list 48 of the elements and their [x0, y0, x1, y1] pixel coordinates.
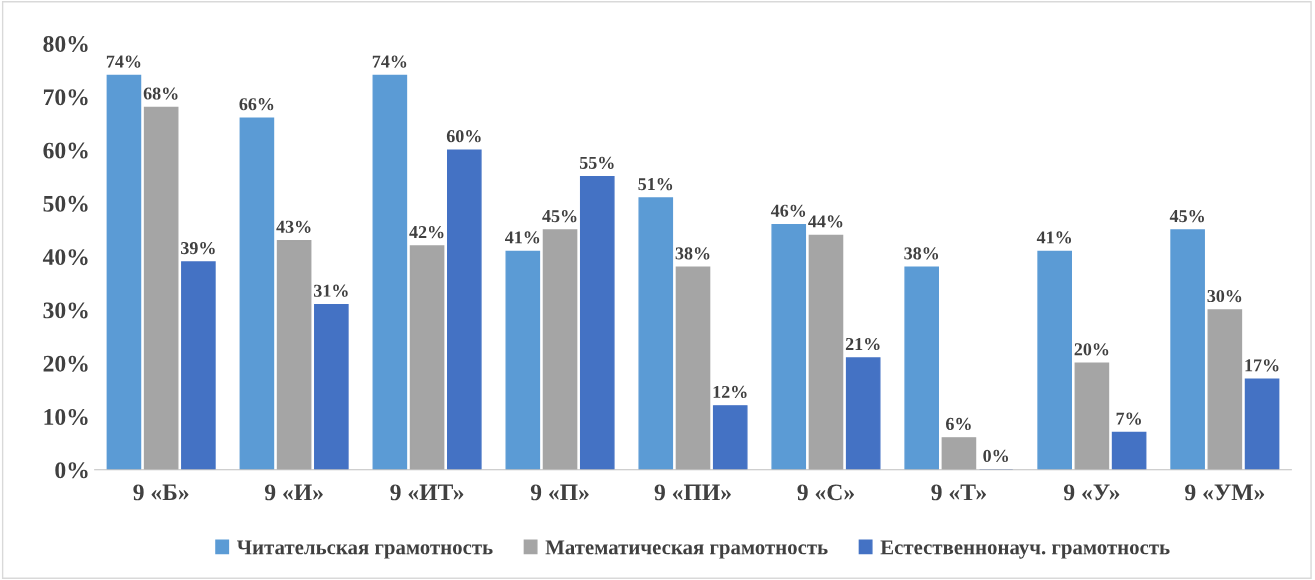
- y-tick-label: 40%: [42, 249, 88, 266]
- data-label: 68%: [143, 87, 178, 100]
- data-label: 31%: [313, 284, 348, 297]
- data-label: 55%: [579, 156, 614, 169]
- legend-label: Естественнонауч. грамотность: [880, 540, 1170, 559]
- data-label: 7%: [1116, 412, 1141, 425]
- data-label: 41%: [1036, 231, 1072, 244]
- x-tick-label: 9 «Т»: [931, 484, 986, 501]
- data-label: 20%: [1074, 343, 1109, 356]
- data-label: 6%: [946, 417, 971, 431]
- x-tick-label: 9 «П»: [530, 484, 589, 501]
- y-tick-label: 20%: [43, 355, 88, 372]
- y-tick-label: 0%: [55, 462, 88, 479]
- x-tick-label: 9 «УМ»: [1185, 484, 1265, 501]
- y-tick-label: 10%: [44, 409, 88, 426]
- data-label: 30%: [1207, 289, 1242, 303]
- data-label: 66%: [239, 98, 274, 111]
- data-label: 60%: [446, 130, 481, 143]
- data-label: 21%: [845, 337, 880, 351]
- data-label: 39%: [181, 241, 215, 255]
- data-label: 43%: [276, 220, 311, 233]
- x-tick-label: 9 «С»: [797, 484, 854, 501]
- y-tick-label: 70%: [43, 89, 88, 106]
- data-label: 74%: [106, 55, 141, 68]
- legend-label: Читательская грамотность: [237, 540, 493, 559]
- x-tick-label: 9 «У»: [1063, 484, 1120, 501]
- x-tick-label: 9 «И»: [264, 484, 323, 501]
- y-tick-label: 60%: [43, 142, 88, 159]
- data-label: 38%: [904, 247, 939, 260]
- data-label: 17%: [1245, 359, 1279, 372]
- data-label: 44%: [808, 215, 843, 228]
- y-tick-label: 30%: [43, 302, 88, 319]
- data-label: 45%: [1169, 209, 1204, 223]
- data-label: 0%: [983, 449, 1009, 463]
- data-label: 74%: [372, 55, 407, 68]
- data-label: 12%: [713, 385, 747, 399]
- x-tick-label: 9 «Б»: [133, 484, 189, 501]
- data-label: 46%: [770, 204, 806, 217]
- data-label: 42%: [409, 225, 444, 239]
- y-tick-label: 50%: [43, 195, 88, 212]
- data-label: 45%: [542, 209, 577, 223]
- data-label: 41%: [505, 231, 540, 244]
- x-tick-label: 9 «ПИ»: [654, 484, 731, 501]
- y-tick-label: 80%: [43, 35, 88, 52]
- data-label: 51%: [638, 178, 673, 191]
- legend-label: Математическая грамотность: [545, 540, 828, 559]
- x-tick-label: 9 «ИТ»: [390, 484, 464, 501]
- data-label: 38%: [675, 247, 710, 260]
